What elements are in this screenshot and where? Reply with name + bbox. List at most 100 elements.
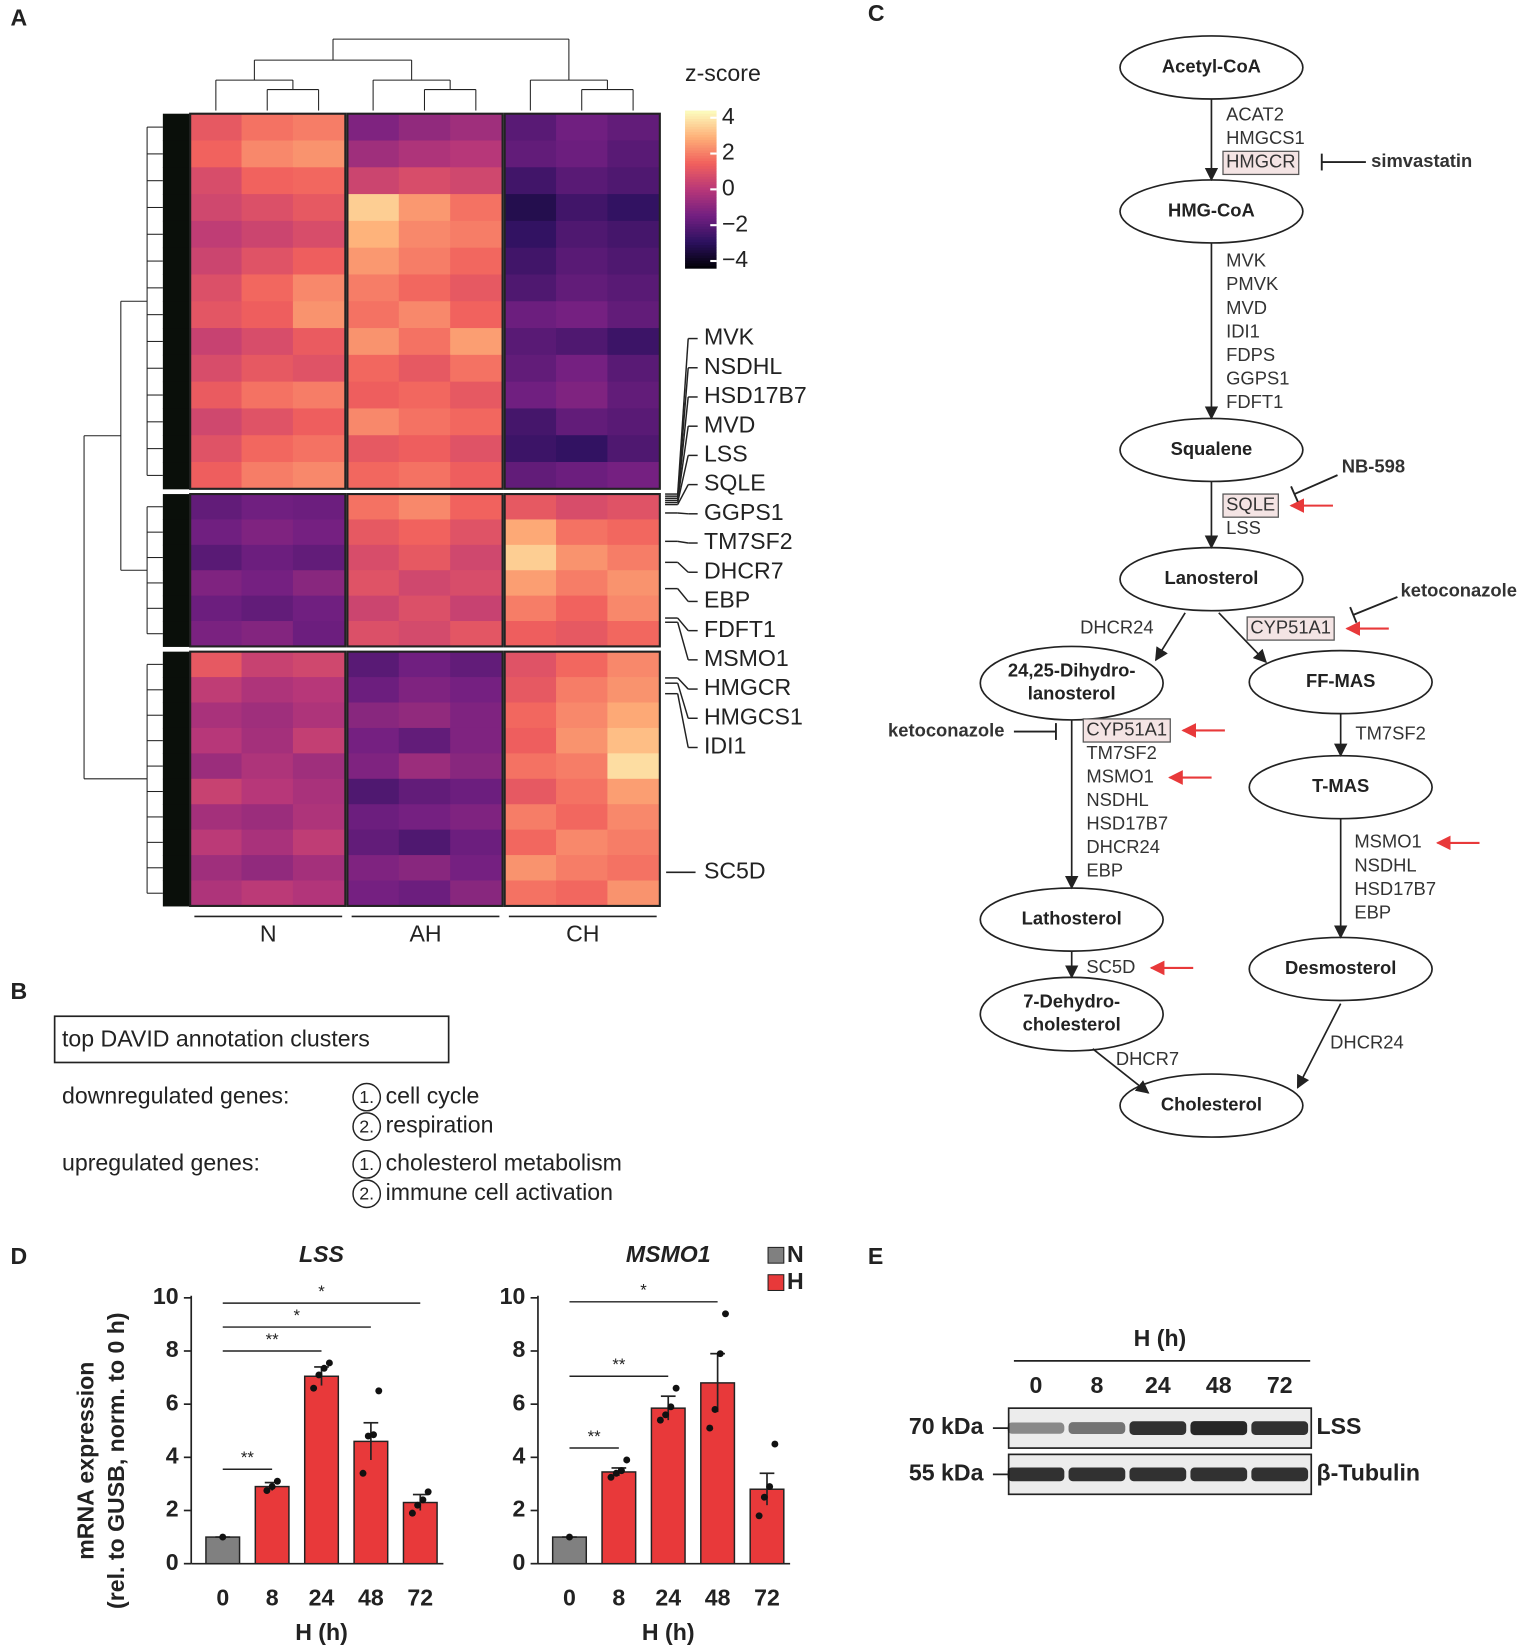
colorbar-step bbox=[685, 181, 717, 185]
enzyme: LSS bbox=[1226, 517, 1261, 538]
data-point bbox=[623, 1456, 631, 1464]
gene-label: FDFT1 bbox=[704, 616, 776, 642]
heatmap-cell bbox=[504, 408, 557, 436]
heatmap-cell bbox=[607, 274, 660, 302]
heatmap-cell bbox=[292, 804, 345, 831]
pathway-edge bbox=[1092, 1048, 1150, 1094]
colorbar-step bbox=[685, 244, 717, 248]
panel-label: B bbox=[11, 978, 28, 1004]
enzyme: GGPS1 bbox=[1226, 367, 1289, 388]
blot-band bbox=[1129, 1421, 1187, 1436]
row-sidebar bbox=[162, 140, 191, 168]
heatmap-cell bbox=[450, 753, 503, 780]
node-label: Squalene bbox=[1171, 438, 1253, 459]
colorbar-step bbox=[685, 149, 717, 154]
heatmap-cell bbox=[450, 651, 503, 678]
heatmap-cell bbox=[241, 220, 294, 249]
heatmap-cell bbox=[450, 194, 503, 222]
heatmap-cell bbox=[292, 880, 345, 907]
inhibitor: NB-598 bbox=[1342, 456, 1405, 477]
heatmap-cell bbox=[504, 595, 557, 622]
heatmap-cell bbox=[347, 727, 400, 754]
heatmap-cell bbox=[607, 301, 660, 329]
heatmap-cell bbox=[292, 778, 345, 805]
legend-swatch bbox=[767, 1274, 785, 1292]
heatmap-cell bbox=[292, 544, 345, 571]
heatmap-cell bbox=[347, 829, 400, 856]
block-border bbox=[346, 112, 504, 490]
heatmap-cell bbox=[347, 494, 400, 520]
heatmap-cell bbox=[450, 381, 503, 409]
heatmap-cell bbox=[190, 829, 243, 856]
x-tick-label: 0 bbox=[563, 1584, 576, 1610]
x-tick-label: 24 bbox=[309, 1584, 335, 1610]
heatmap-cell bbox=[450, 247, 503, 275]
gene-label: IDI1 bbox=[704, 733, 746, 759]
heatmap-cell bbox=[347, 778, 400, 805]
heatmap-cell bbox=[190, 354, 243, 383]
enzyme: TM7SF2 bbox=[1355, 723, 1425, 744]
heatmap-cell bbox=[450, 462, 503, 490]
chart-title: LSS bbox=[299, 1241, 345, 1267]
row-sidebar bbox=[162, 702, 191, 729]
heatmap-cell bbox=[504, 677, 557, 704]
pathway-edge bbox=[1218, 612, 1268, 664]
gene-label: TM7SF2 bbox=[704, 528, 793, 554]
heatmap-cell bbox=[292, 354, 345, 383]
bar bbox=[254, 1485, 290, 1565]
heatmap-cell bbox=[450, 855, 503, 882]
colorbar-step bbox=[685, 168, 717, 172]
gene-connector bbox=[676, 622, 689, 661]
heatmap-cell bbox=[190, 595, 243, 622]
heatmap-cell bbox=[292, 570, 345, 597]
panel-label: A bbox=[11, 4, 28, 30]
gene-connector bbox=[676, 426, 689, 501]
heatmap-cell bbox=[241, 140, 294, 168]
heatmap-cell bbox=[292, 727, 345, 754]
group-label: AH bbox=[409, 920, 441, 946]
row-sidebar bbox=[162, 570, 191, 597]
heatmap-cell bbox=[241, 462, 294, 490]
enzyme: TM7SF2 bbox=[1086, 742, 1156, 763]
colorbar-label: z-score bbox=[685, 60, 761, 86]
colorbar-step bbox=[685, 165, 717, 169]
y-tick-label: 4 bbox=[512, 1442, 525, 1468]
rank-circle bbox=[352, 1179, 382, 1209]
heatmap-cell bbox=[292, 220, 345, 249]
heatmap-cell bbox=[504, 651, 557, 678]
data-point bbox=[268, 1483, 276, 1491]
heatmap-cell bbox=[190, 677, 243, 704]
colorbar-step bbox=[685, 239, 717, 243]
heatmap-cell bbox=[450, 167, 503, 195]
heatmap-cell bbox=[504, 167, 557, 195]
row-sidebar bbox=[162, 274, 191, 302]
heatmap-cell bbox=[190, 702, 243, 729]
heatmap-cell bbox=[190, 328, 243, 356]
blot-band bbox=[1190, 1421, 1248, 1436]
y-tick-label: 8 bbox=[512, 1336, 525, 1362]
node-label: Lathosterol bbox=[1022, 907, 1122, 928]
heatmap-cell bbox=[190, 462, 243, 490]
heatmap-cell bbox=[607, 727, 660, 754]
inhibition-line bbox=[1352, 596, 1398, 616]
data-point bbox=[315, 1371, 323, 1379]
gene-label: MSMO1 bbox=[704, 645, 789, 671]
heatmap-cell bbox=[190, 435, 243, 463]
heatmap-cell bbox=[450, 113, 503, 142]
blot-band bbox=[1129, 1467, 1187, 1482]
panel-label: E bbox=[868, 1243, 883, 1269]
heatmap-cell bbox=[450, 677, 503, 704]
heatmap-cell bbox=[241, 167, 294, 195]
heatmap-cell bbox=[607, 167, 660, 195]
blot-band bbox=[1068, 1422, 1126, 1435]
gene-label: GGPS1 bbox=[704, 499, 784, 525]
heatmap-cell bbox=[347, 621, 400, 647]
heatmap-cell bbox=[190, 408, 243, 436]
enzyme: MVD bbox=[1226, 297, 1267, 318]
heatmap-cell bbox=[504, 519, 557, 546]
heatmap-cell bbox=[292, 113, 345, 142]
colorbar-step bbox=[685, 173, 717, 177]
x-tick-label: 8 bbox=[266, 1584, 279, 1610]
row-sidebar bbox=[162, 167, 191, 195]
